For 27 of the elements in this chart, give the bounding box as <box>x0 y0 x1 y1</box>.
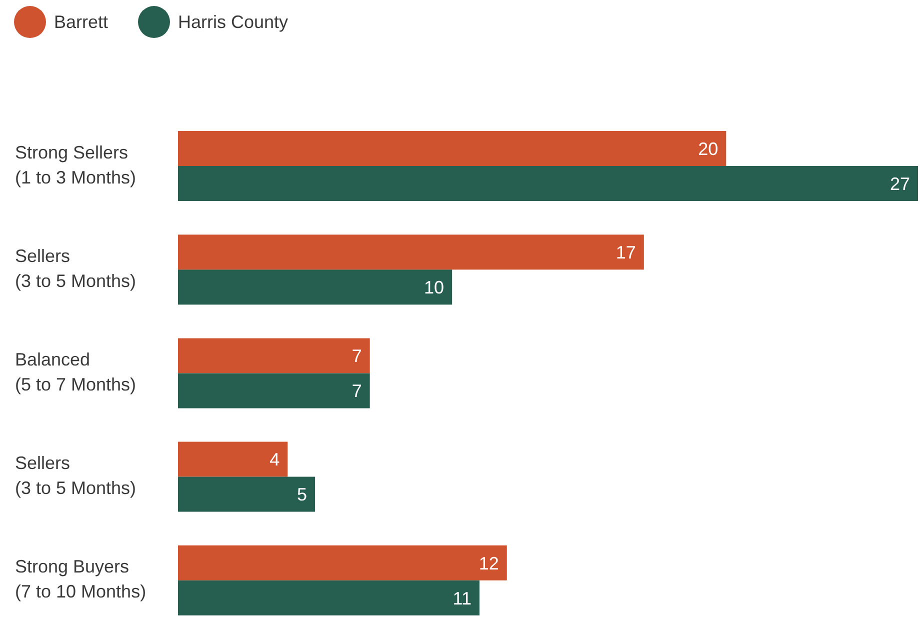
legend-label: Barrett <box>54 12 108 32</box>
bar <box>178 545 507 580</box>
bar <box>178 373 370 408</box>
data-label: 12 <box>478 553 499 574</box>
bar <box>178 580 480 616</box>
data-label: 27 <box>890 174 910 194</box>
data-label: 4 <box>270 450 280 470</box>
bar <box>178 476 316 512</box>
data-label: 5 <box>297 484 308 505</box>
bar <box>178 234 644 270</box>
bar <box>178 442 288 477</box>
y-tick-label: Strong Buyers (7 to 10 Months) <box>15 556 146 602</box>
data-label: 17 <box>616 242 636 262</box>
legend-label: Harris County <box>178 12 288 32</box>
y-tick-label: Strong Sellers (1 to 3 Months) <box>15 142 136 188</box>
bar <box>178 166 918 201</box>
bar <box>178 270 452 305</box>
bar <box>178 338 370 374</box>
data-label: 11 <box>452 588 472 608</box>
y-tick-label: Balanced (5 to 7 Months) <box>15 349 136 394</box>
data-label: 20 <box>698 138 718 159</box>
data-label: 7 <box>352 381 362 402</box>
y-tick-label: Sellers (3 to 5 Months) <box>15 246 136 291</box>
data-label: 10 <box>424 277 444 298</box>
y-tick-label: Sellers (3 to 5 Months) <box>15 452 136 498</box>
bar <box>178 131 726 166</box>
data-label: 7 <box>352 346 362 366</box>
